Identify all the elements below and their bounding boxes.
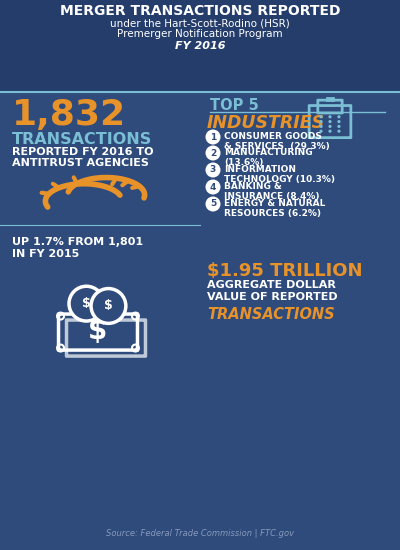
Text: ANTITRUST AGENCIES: ANTITRUST AGENCIES bbox=[12, 158, 149, 168]
Circle shape bbox=[320, 125, 323, 128]
Text: 2: 2 bbox=[210, 148, 216, 157]
Text: Source: Federal Trade Commission | FTC.gov: Source: Federal Trade Commission | FTC.g… bbox=[106, 529, 294, 538]
Text: 3: 3 bbox=[210, 166, 216, 174]
Circle shape bbox=[320, 120, 323, 123]
Text: MANUFACTURING: MANUFACTURING bbox=[224, 148, 313, 157]
Text: $: $ bbox=[88, 317, 108, 345]
Text: ENERGY & NATURAL: ENERGY & NATURAL bbox=[224, 199, 325, 208]
Text: TRANSACTIONS: TRANSACTIONS bbox=[207, 307, 335, 322]
Text: BANKING &: BANKING & bbox=[224, 182, 282, 191]
Text: VALUE OF REPORTED: VALUE OF REPORTED bbox=[207, 292, 338, 302]
Text: 5: 5 bbox=[210, 200, 216, 208]
Text: Premerger Notification Program: Premerger Notification Program bbox=[117, 29, 283, 39]
Circle shape bbox=[91, 289, 126, 323]
Text: FY 2016: FY 2016 bbox=[175, 41, 225, 51]
Text: CONSUMER GOODS: CONSUMER GOODS bbox=[224, 132, 322, 141]
Circle shape bbox=[337, 125, 340, 128]
Circle shape bbox=[337, 115, 340, 118]
Text: $: $ bbox=[82, 297, 91, 310]
FancyBboxPatch shape bbox=[0, 0, 400, 92]
Text: (13.6%): (13.6%) bbox=[224, 158, 263, 167]
Circle shape bbox=[206, 179, 220, 195]
Circle shape bbox=[337, 130, 340, 133]
Text: AGGREGATE DOLLAR: AGGREGATE DOLLAR bbox=[207, 280, 336, 290]
Circle shape bbox=[206, 129, 220, 145]
Text: TECHNOLOGY (10.3%): TECHNOLOGY (10.3%) bbox=[224, 175, 335, 184]
Text: REPORTED FY 2016 TO: REPORTED FY 2016 TO bbox=[12, 147, 154, 157]
Circle shape bbox=[328, 125, 332, 128]
Text: IN FY 2015: IN FY 2015 bbox=[12, 249, 79, 259]
Circle shape bbox=[69, 286, 104, 321]
Circle shape bbox=[328, 120, 332, 123]
Circle shape bbox=[328, 115, 332, 118]
Text: 4: 4 bbox=[210, 183, 216, 191]
Text: 1,832: 1,832 bbox=[12, 98, 126, 132]
Circle shape bbox=[206, 146, 220, 161]
Text: $1.95 TRILLION: $1.95 TRILLION bbox=[207, 262, 362, 280]
Circle shape bbox=[206, 162, 220, 178]
Text: RESOURCES (6.2%): RESOURCES (6.2%) bbox=[224, 209, 321, 218]
Text: INSURANCE (8.4%): INSURANCE (8.4%) bbox=[224, 192, 320, 201]
Circle shape bbox=[320, 130, 323, 133]
Text: & SERVICES  (29.3%): & SERVICES (29.3%) bbox=[224, 142, 330, 151]
Text: INFORMATION: INFORMATION bbox=[224, 165, 296, 174]
Text: UP 1.7% FROM 1,801: UP 1.7% FROM 1,801 bbox=[12, 237, 143, 247]
Circle shape bbox=[320, 115, 323, 118]
Circle shape bbox=[328, 130, 332, 133]
Circle shape bbox=[337, 120, 340, 123]
Text: TOP 5: TOP 5 bbox=[210, 98, 259, 113]
Text: 1: 1 bbox=[210, 133, 216, 141]
Text: under the Hart-Scott-Rodino (HSR): under the Hart-Scott-Rodino (HSR) bbox=[110, 18, 290, 28]
Circle shape bbox=[206, 196, 220, 212]
Text: MERGER TRANSACTIONS REPORTED: MERGER TRANSACTIONS REPORTED bbox=[60, 4, 340, 18]
Text: TRANSACTIONS: TRANSACTIONS bbox=[12, 132, 152, 147]
Text: INDUSTRIES: INDUSTRIES bbox=[207, 114, 325, 132]
Text: $: $ bbox=[104, 299, 113, 312]
